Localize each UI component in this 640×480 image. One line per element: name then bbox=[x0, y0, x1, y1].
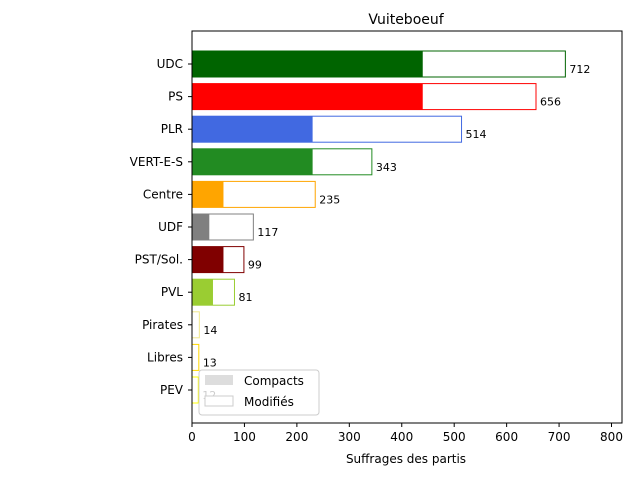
x-tick-label-500: 500 bbox=[443, 430, 466, 444]
x-tick-label-800: 800 bbox=[600, 430, 623, 444]
bar-modifies-pirates bbox=[191, 311, 200, 339]
y-tick-label-pev: PEV bbox=[160, 383, 184, 397]
bar-compacts-ps bbox=[192, 83, 423, 110]
x-tick-label-400: 400 bbox=[390, 430, 413, 444]
y-tick-label-centre: Centre bbox=[143, 187, 183, 201]
bars-group: 7126565143432351179981141312 bbox=[191, 50, 590, 404]
data-label-udf: 117 bbox=[257, 226, 278, 239]
x-axis-ticks: 0 100 200 300 400 500 600 700 800 bbox=[188, 423, 623, 444]
y-tick-label-pvl: PVL bbox=[161, 285, 183, 299]
bar-compacts-udf bbox=[192, 214, 210, 240]
legend-label-modifies: Modifiés bbox=[244, 395, 294, 409]
data-label-udc: 712 bbox=[569, 63, 590, 76]
bar-compacts-pvl bbox=[192, 279, 213, 306]
y-tick-label-vert-e-s: VERT-E-S bbox=[130, 155, 183, 169]
x-axis-title: Suffrages des partis bbox=[346, 452, 466, 466]
x-tick-label-300: 300 bbox=[338, 430, 361, 444]
data-label-centre: 235 bbox=[319, 193, 340, 206]
legend-label-compacts: Compacts bbox=[244, 374, 304, 388]
plot-frame bbox=[191, 30, 623, 424]
y-axis-ticks: UDC PS PLR VERT-E-S Centre UDF PST/Sol. PVL Pira… bbox=[130, 57, 192, 397]
bar-compacts-plr bbox=[192, 116, 313, 143]
data-label-pvl: 81 bbox=[238, 291, 252, 304]
data-label-libres: 13 bbox=[203, 356, 217, 369]
legend: Compacts Modifiés bbox=[198, 369, 320, 416]
data-label-pst-sol: 99 bbox=[248, 259, 262, 272]
chart-title: Vuiteboeuf bbox=[368, 12, 444, 28]
bar-compacts-vert-e-s bbox=[192, 148, 313, 175]
legend-swatch-compacts bbox=[205, 375, 233, 385]
x-tick-label-0: 0 bbox=[188, 430, 196, 444]
bar-compacts-centre bbox=[192, 181, 224, 208]
data-label-ps: 656 bbox=[540, 96, 561, 109]
data-label-plr: 514 bbox=[466, 128, 487, 141]
y-tick-label-pirates: Pirates bbox=[142, 318, 183, 332]
y-tick-label-udf: UDF bbox=[158, 220, 183, 234]
x-tick-label-700: 700 bbox=[548, 430, 571, 444]
bar-modifies-libres bbox=[191, 343, 200, 371]
y-tick-label-pst-sol: PST/Sol. bbox=[135, 253, 183, 267]
bar-modifies-pev bbox=[191, 376, 199, 404]
y-tick-label-plr: PLR bbox=[161, 122, 183, 136]
data-label-vert-e-s: 343 bbox=[376, 161, 397, 174]
y-tick-label-libres: Libres bbox=[147, 350, 183, 364]
x-tick-label-600: 600 bbox=[495, 430, 518, 444]
data-label-pirates: 14 bbox=[203, 324, 217, 337]
x-tick-label-100: 100 bbox=[233, 430, 256, 444]
legend-swatch-modifies bbox=[204, 395, 234, 407]
y-tick-label-udc: UDC bbox=[157, 57, 183, 71]
x-tick-label-200: 200 bbox=[285, 430, 308, 444]
y-tick-label-ps: PS bbox=[168, 90, 183, 104]
bar-compacts-pst-sol bbox=[192, 246, 224, 273]
bar-compacts-udc bbox=[192, 51, 423, 77]
